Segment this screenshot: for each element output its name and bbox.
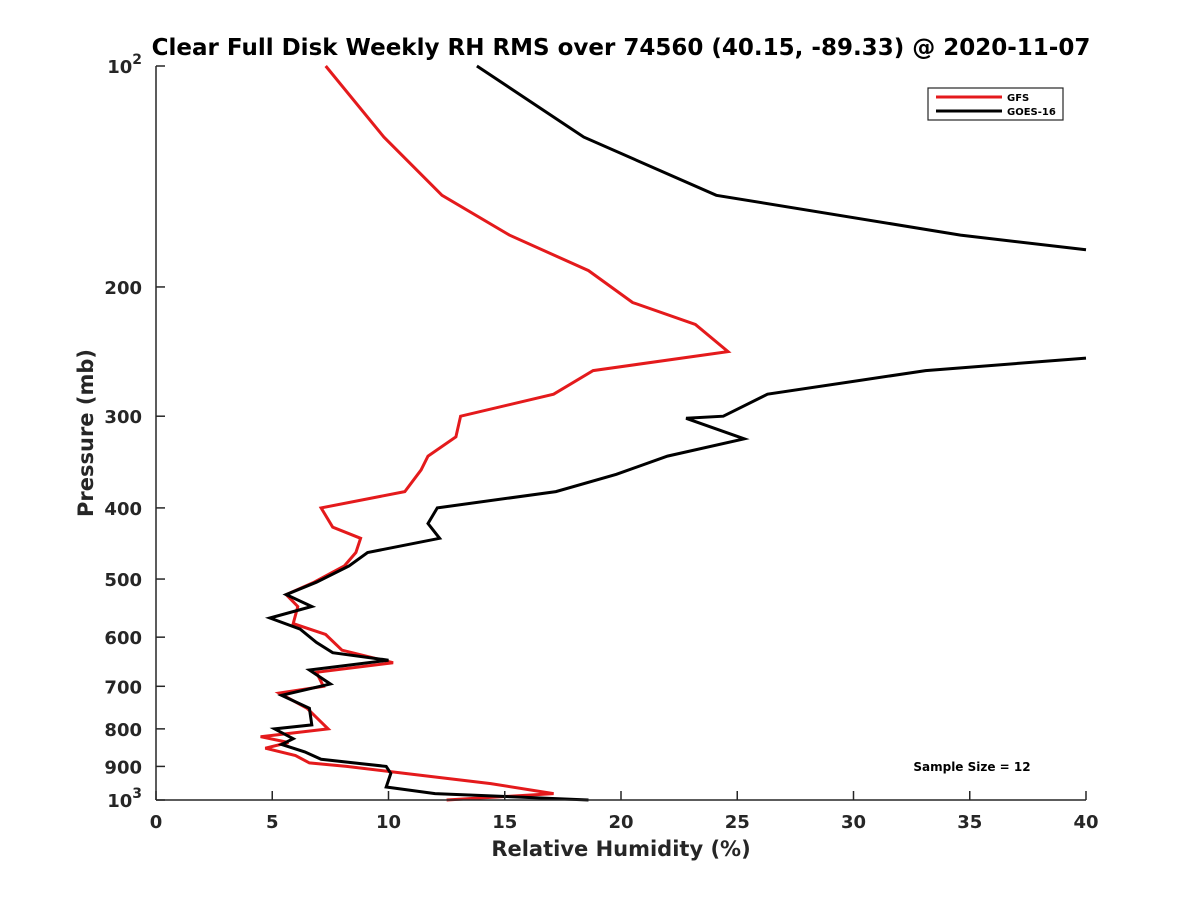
x-axis-label: Relative Humidity (%) bbox=[491, 837, 750, 861]
y-tick-label: 102 bbox=[107, 52, 142, 78]
x-tick-label: 35 bbox=[957, 812, 982, 833]
sample-size-annotation: Sample Size = 12 bbox=[913, 760, 1030, 774]
y-tick-label: 600 bbox=[104, 628, 142, 649]
y-tick-label: 103 bbox=[107, 786, 142, 812]
x-tick-label: 20 bbox=[608, 812, 633, 833]
y-tick-label: 300 bbox=[104, 407, 142, 428]
chart-title: Clear Full Disk Weekly RH RMS over 74560… bbox=[152, 35, 1091, 61]
plot-area bbox=[260, 64, 1087, 802]
y-axis-label: Pressure (mb) bbox=[74, 349, 98, 517]
x-axis-ticks: 0 5 10 15 20 25 30 35 40 bbox=[150, 791, 1099, 833]
y-tick-label: 900 bbox=[104, 757, 142, 778]
x-tick-label: 0 bbox=[150, 812, 163, 833]
axes bbox=[155, 66, 1086, 801]
y-tick-label: 400 bbox=[104, 499, 142, 520]
y-tick-label: 200 bbox=[104, 278, 142, 299]
legend-label-goes-16: GOES-16 bbox=[1007, 107, 1056, 118]
legend-label-gfs: GFS bbox=[1007, 93, 1029, 104]
y-axis-ticks: 102 200 300 400 500 600 700 800 900 103 bbox=[104, 52, 165, 812]
x-tick-label: 40 bbox=[1073, 812, 1098, 833]
series-line-gfs bbox=[260, 65, 732, 802]
series-line-goes-16 bbox=[264, 64, 1087, 802]
x-tick-label: 15 bbox=[492, 812, 517, 833]
x-tick-label: 25 bbox=[725, 812, 750, 833]
x-tick-label: 30 bbox=[841, 812, 866, 833]
y-tick-label: 500 bbox=[104, 570, 142, 591]
y-tick-label: 800 bbox=[104, 720, 142, 741]
legend: GFS GOES-16 bbox=[927, 87, 1064, 121]
y-tick-label: 700 bbox=[104, 677, 142, 698]
x-tick-label: 5 bbox=[266, 812, 279, 833]
legend-box bbox=[927, 87, 1064, 121]
x-tick-label: 10 bbox=[376, 812, 401, 833]
